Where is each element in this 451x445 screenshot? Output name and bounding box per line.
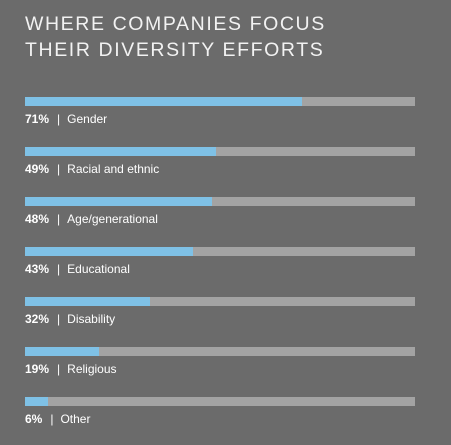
bar-category-label: Educational: [67, 262, 130, 276]
bar-row: 19% | Religious: [25, 345, 415, 395]
chart-title: WHERE COMPANIES FOCUS THEIR DIVERSITY EF…: [25, 11, 326, 63]
bar-label: 49% | Racial and ethnic: [25, 162, 159, 176]
bar-fill: [25, 397, 49, 406]
bar-value-label: 32%: [25, 312, 50, 326]
bar-fill: [25, 97, 302, 106]
bar-track: [25, 97, 415, 106]
label-separator: |: [57, 162, 61, 176]
bar-label: 19% | Religious: [25, 362, 117, 376]
bar-label: 71% | Gender: [25, 112, 107, 126]
bar-value-label: 43%: [25, 262, 50, 276]
bar-category-label: Religious: [67, 362, 117, 376]
bar-track: [25, 147, 415, 156]
bar-track: [25, 197, 415, 206]
bar-track: [25, 347, 415, 356]
bar-fill: [25, 197, 213, 206]
label-separator: |: [57, 262, 61, 276]
bar-row: 6% | Other: [25, 395, 415, 445]
bar-category-label: Disability: [67, 312, 116, 326]
bar-label: 32% | Disability: [25, 312, 115, 326]
bar-track: [25, 297, 415, 306]
chart-title-line-1: WHERE COMPANIES FOCUS: [25, 13, 326, 35]
label-separator: |: [57, 362, 61, 376]
label-separator: |: [50, 412, 54, 426]
bar-row: 43% | Educational: [25, 245, 415, 295]
bar-row: 71% | Gender: [25, 95, 415, 145]
bar-fill: [25, 247, 193, 256]
bar-row: 48% | Age/generational: [25, 195, 415, 245]
bar-list: 71% | Gender 49% | Racial and ethnic 48% | Age/g…: [25, 95, 415, 445]
bar-fill: [25, 347, 100, 356]
bar-track: [25, 247, 415, 256]
bar-label: 43% | Educational: [25, 262, 130, 276]
bar-value-label: 6%: [25, 412, 43, 426]
chart-title-line-2: THEIR DIVERSITY EFFORTS: [25, 39, 325, 61]
bar-value-label: 48%: [25, 212, 50, 226]
bar-value-label: 71%: [25, 112, 50, 126]
bar-row: 49% | Racial and ethnic: [25, 145, 415, 195]
label-separator: |: [57, 312, 61, 326]
bar-category-label: Other: [60, 412, 91, 426]
bar-fill: [25, 147, 217, 156]
bar-track: [25, 397, 415, 406]
bar-value-label: 49%: [25, 162, 50, 176]
bar-value-label: 19%: [25, 362, 50, 376]
label-separator: |: [57, 112, 61, 126]
bar-row: 32% | Disability: [25, 295, 415, 345]
bar-label: 48% | Age/generational: [25, 212, 158, 226]
bar-category-label: Age/generational: [67, 212, 158, 226]
bar-label: 6% | Other: [25, 412, 90, 426]
bar-fill: [25, 297, 150, 306]
bar-category-label: Racial and ethnic: [67, 162, 160, 176]
bar-category-label: Gender: [67, 112, 108, 126]
label-separator: |: [57, 212, 61, 226]
